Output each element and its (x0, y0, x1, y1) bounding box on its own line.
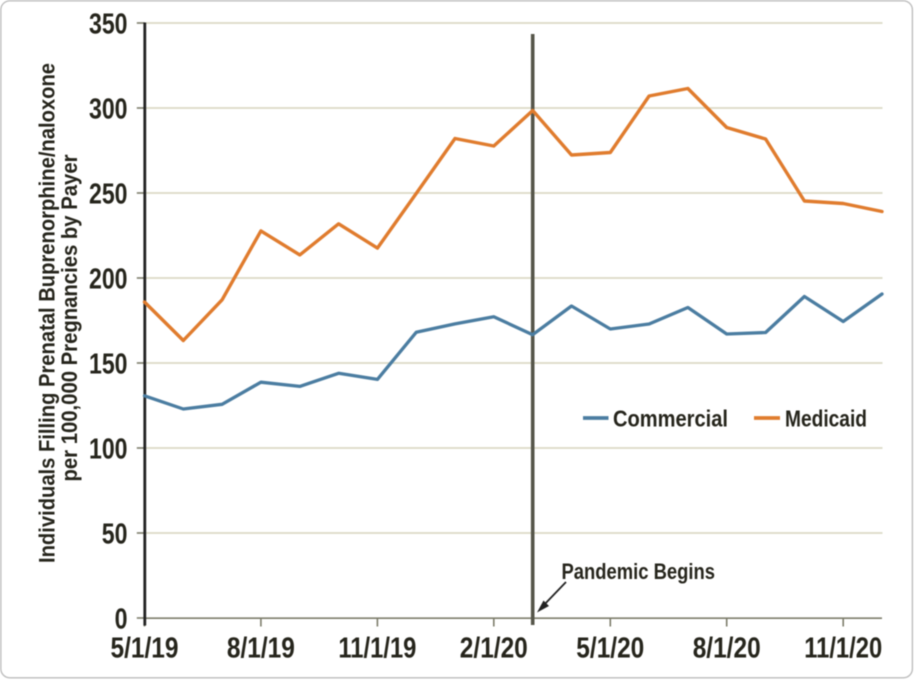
svg-text:2/1/20: 2/1/20 (460, 633, 528, 665)
svg-text:5/1/20: 5/1/20 (576, 633, 644, 665)
svg-text:5/1/19: 5/1/19 (111, 633, 179, 665)
svg-text:300: 300 (89, 94, 128, 126)
svg-text:Pandemic Begins: Pandemic Begins (562, 559, 716, 584)
svg-text:100: 100 (89, 434, 128, 466)
svg-text:8/1/20: 8/1/20 (693, 633, 761, 665)
svg-text:11/1/20: 11/1/20 (804, 633, 882, 665)
svg-text:Medicaid: Medicaid (785, 406, 867, 432)
svg-text:11/1/19: 11/1/19 (338, 633, 416, 665)
svg-text:0: 0 (115, 604, 128, 636)
svg-text:Individuals Filling Prenatal B: Individuals Filling Prenatal Buprenorphi… (35, 63, 60, 563)
svg-text:50: 50 (102, 519, 128, 551)
svg-text:200: 200 (89, 264, 128, 296)
svg-text:250: 250 (89, 179, 128, 211)
svg-text:350: 350 (89, 9, 128, 41)
svg-text:Commercial: Commercial (613, 406, 728, 432)
svg-text:150: 150 (89, 349, 128, 381)
svg-text:8/1/19: 8/1/19 (227, 633, 295, 665)
svg-text:per 100,000 Pregnancies by Pay: per 100,000 Pregnancies by Payer (57, 154, 82, 481)
